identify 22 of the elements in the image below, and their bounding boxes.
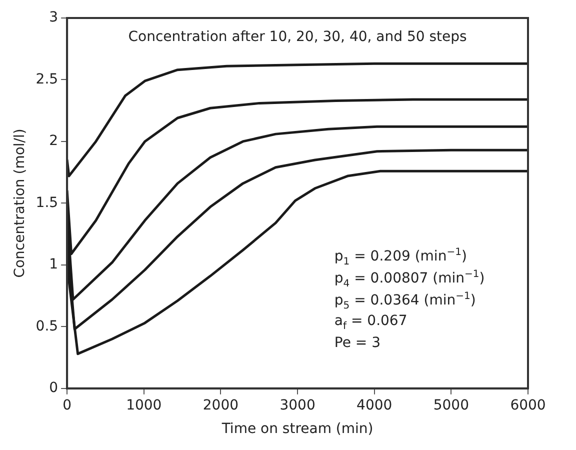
x-tick-label: 6000 xyxy=(510,397,546,414)
x-tick-label: 5000 xyxy=(433,397,469,414)
annotation: p$_{1}$ = 0.209 (min$^{−1}$) xyxy=(334,246,467,268)
annotation: a$_{f}$ = 0.067 xyxy=(334,312,408,332)
y-tick-label: 3 xyxy=(49,10,58,26)
y-tick-label: 2 xyxy=(49,133,58,150)
y-axis-title: Concentration (mol/l) xyxy=(12,128,28,278)
annotation: p$_{5}$ = 0.0364 (min$^{−1}$) xyxy=(334,290,476,312)
x-tick-label: 2000 xyxy=(202,397,239,414)
x-tick-label: 1000 xyxy=(126,397,162,414)
x-tick-label: 4000 xyxy=(356,397,392,414)
x-tick-label: 3000 xyxy=(280,397,316,414)
y-tick-label: 0.5 xyxy=(36,318,58,334)
annotation: Pe = 3 xyxy=(334,334,381,351)
y-tick-label: 1.5 xyxy=(36,194,58,211)
y-tick-label: 0 xyxy=(49,380,58,396)
x-axis-title: Time on stream (min) xyxy=(220,421,374,438)
x-tick-label: 0 xyxy=(62,397,72,414)
y-tick-label: 2.5 xyxy=(36,71,58,88)
annotation: Concentration after 10, 20, 30, 40, and 50 steps xyxy=(128,29,467,45)
annotation: p$_{4}$ = 0.00807 (min$^{−1}$) xyxy=(334,268,485,290)
y-tick-label: 1 xyxy=(49,256,58,273)
